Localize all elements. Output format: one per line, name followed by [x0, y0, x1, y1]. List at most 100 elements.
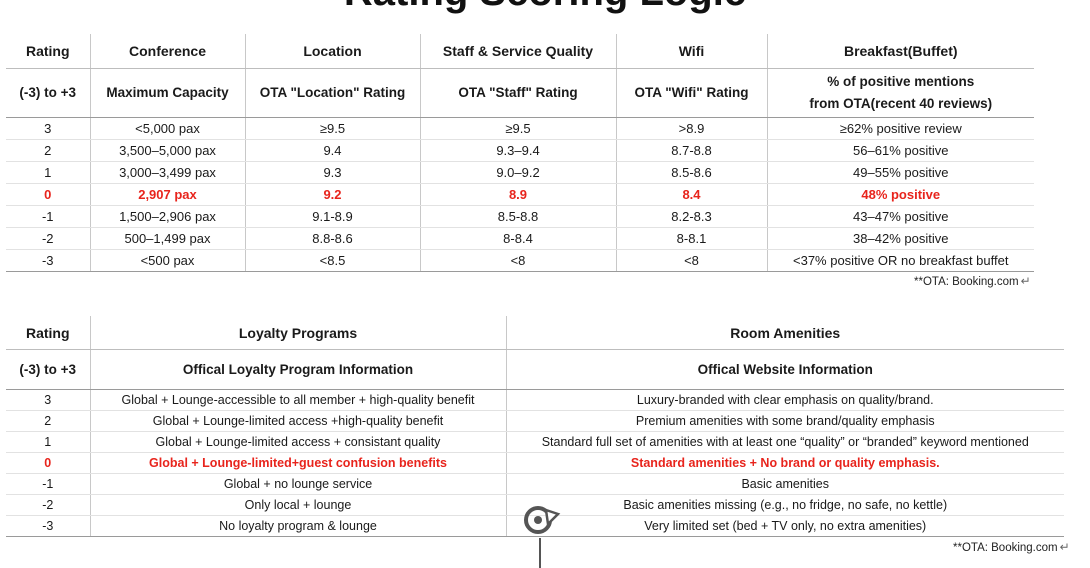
table-cell: Global + Lounge-accessible to all member…: [89, 389, 506, 411]
footnote-1-text: **OTA: Booking.com: [914, 276, 1019, 288]
table-cell: ≥9.5: [419, 117, 616, 140]
header-rating: Rating: [6, 316, 90, 350]
table-cell: 49–55% positive: [766, 161, 1034, 184]
subheader-row: (-3) to +3 Offical Loyalty Program Infor…: [6, 349, 1064, 390]
table-cell: 9.3: [244, 161, 420, 184]
guide-line: [539, 538, 541, 568]
table-cell: Global + Lounge-limited+guest confusion …: [89, 452, 506, 474]
table-cell: 8.5-8.8: [419, 205, 616, 228]
table-cell: <8: [419, 249, 616, 272]
rating-table-2: Rating Loyalty Programs Room Amenities (…: [6, 316, 1064, 537]
table-cell: 1: [6, 431, 90, 453]
subheader-location: OTA "Location" Rating: [244, 68, 420, 118]
table-cell: 1,500–2,906 pax: [89, 205, 245, 228]
table-cell: 8.9: [419, 183, 616, 206]
table-cell: 8-8.1: [615, 227, 767, 250]
subheader-breakfast-line1: % of positive mentions: [827, 74, 975, 89]
table2-body: 3 Global + Lounge-accessible to all membe…: [6, 389, 1064, 537]
table-cell: >8.9: [615, 117, 767, 140]
table-cell: ≥9.5: [244, 117, 420, 140]
header-wifi: Wifi: [615, 34, 767, 69]
table-cell: 0: [6, 183, 90, 206]
return-arrow-icon: ↵: [1059, 540, 1070, 554]
table-row: 3 Global + Lounge-accessible to all membe…: [6, 389, 1064, 411]
header-row: Rating Loyalty Programs Room Amenities: [6, 316, 1064, 350]
table-cell: 9.1-8.9: [244, 205, 420, 228]
table-cell: 48% positive: [766, 183, 1034, 206]
table-cell: -2: [6, 494, 90, 516]
table-cell: Premium amenities with some brand/qualit…: [505, 410, 1064, 432]
table-cell: 9.4: [244, 139, 420, 162]
table-cell: 3,000–3,499 pax: [89, 161, 245, 184]
header-breakfast: Breakfast(Buffet): [766, 34, 1034, 69]
table-row: 3 <5,000 pax ≥9.5 ≥9.5 >8.9 ≥62% positive rev…: [6, 117, 1034, 140]
subheader-range: (-3) to +3: [6, 68, 90, 118]
table-row: -3 <500 pax <8.5 <8 <8 <37% positive OR no br…: [6, 249, 1034, 272]
table-row: 1 3,000–3,499 pax 9.3 9.0–9.2 8.5-8.6 49–55% …: [6, 161, 1034, 184]
footnote-1: **OTA: Booking.com ↵: [914, 274, 1031, 288]
table-cell: 56–61% positive: [766, 139, 1034, 162]
table-row: 2 Global + Lounge-limited access +high-qu…: [6, 410, 1064, 432]
table-cell: 9.3–9.4: [419, 139, 616, 162]
header-conference: Conference: [89, 34, 245, 69]
subheader-row: (-3) to +3 Maximum Capacity OTA "Locatio…: [6, 68, 1034, 118]
table-row: -3 No loyalty program & lounge Very limite…: [6, 515, 1064, 537]
subheader-range: (-3) to +3: [6, 349, 90, 390]
table-cell: 38–42% positive: [766, 227, 1034, 250]
table-row: 2 3,500–5,000 pax 9.4 9.3–9.4 8.7-8.8 56–61% …: [6, 139, 1034, 162]
table-cell: 8.5-8.6: [615, 161, 767, 184]
table-cell: 8.8-8.6: [244, 227, 420, 250]
table-cell: -2: [6, 227, 90, 250]
table-row: -1 1,500–2,906 pax 9.1-8.9 8.5-8.8 8.2-8.3 43…: [6, 205, 1034, 228]
table-cell: 1: [6, 161, 90, 184]
table-cell: -3: [6, 249, 90, 272]
table-cell: Global + Lounge-limited access +high-qua…: [89, 410, 506, 432]
table-cell: -1: [6, 473, 90, 495]
subheader-staff: OTA "Staff" Rating: [419, 68, 616, 118]
table-cell: 9.0–9.2: [419, 161, 616, 184]
table-cell: <8: [615, 249, 767, 272]
table-cell: -1: [6, 205, 90, 228]
header-staff: Staff & Service Quality: [419, 34, 616, 69]
table-cell: 3,500–5,000 pax: [89, 139, 245, 162]
return-arrow-icon: ↵: [1020, 274, 1031, 288]
table-cell: <37% positive OR no breakfast buffet: [766, 249, 1034, 272]
table-cell: <500 pax: [89, 249, 245, 272]
table-cell: 8-8.4: [419, 227, 616, 250]
table-cell: 3: [6, 117, 90, 140]
subheader-loyalty: Offical Loyalty Program Information: [89, 349, 506, 390]
table1-body: 3 <5,000 pax ≥9.5 ≥9.5 >8.9 ≥62% positive rev…: [6, 117, 1034, 272]
table-cell: 9.2: [244, 183, 420, 206]
table-row: -2 Only local + lounge Basic amenities mis…: [6, 494, 1064, 516]
table-cell: Standard amenities + No brand or quality…: [505, 452, 1064, 474]
subheader-wifi: OTA "Wifi" Rating: [615, 68, 767, 118]
table-cell: 8.7-8.8: [615, 139, 767, 162]
table-cell: Global + no lounge service: [89, 473, 506, 495]
table-cell: 0: [6, 452, 90, 474]
rating-table-1: Rating Conference Location Staff & Servi…: [6, 34, 1034, 272]
table-row: 1 Global + Lounge-limited access + consis…: [6, 431, 1064, 453]
footnote-2-text: **OTA: Booking.com: [953, 542, 1058, 554]
table-row: -2 500–1,499 pax 8.8-8.6 8-8.4 8-8.1 38–42% p…: [6, 227, 1034, 250]
table-cell: Basic amenities missing (e.g., no fridge…: [505, 494, 1064, 516]
table-cell: Luxury-branded with clear emphasis on qu…: [505, 389, 1064, 411]
header-location: Location: [244, 34, 420, 69]
table-row: 0 2,907 pax 9.2 8.9 8.4 48% positive: [6, 183, 1034, 206]
header-row: Rating Conference Location Staff & Servi…: [6, 34, 1034, 69]
subheader-breakfast-line2: from OTA(recent 40 reviews): [809, 96, 993, 111]
table-cell: -3: [6, 515, 90, 537]
table-cell: Only local + lounge: [89, 494, 506, 516]
subheader-breakfast: % of positive mentions from OTA(recent 4…: [766, 68, 1034, 118]
table-cell: No loyalty program & lounge: [89, 515, 506, 537]
table-cell: 3: [6, 389, 90, 411]
table-row: -1 Global + no lounge service Basic amenit…: [6, 473, 1064, 495]
table-cell: 8.4: [615, 183, 767, 206]
rotate-cursor-icon[interactable]: [518, 500, 562, 540]
table-cell: <5,000 pax: [89, 117, 245, 140]
table-cell: Very limited set (bed + TV only, no extr…: [505, 515, 1064, 537]
table-cell: 2: [6, 139, 90, 162]
table-cell: <8.5: [244, 249, 420, 272]
header-rating: Rating: [6, 34, 90, 69]
table-cell: 43–47% positive: [766, 205, 1034, 228]
table-cell: ≥62% positive review: [766, 117, 1034, 140]
